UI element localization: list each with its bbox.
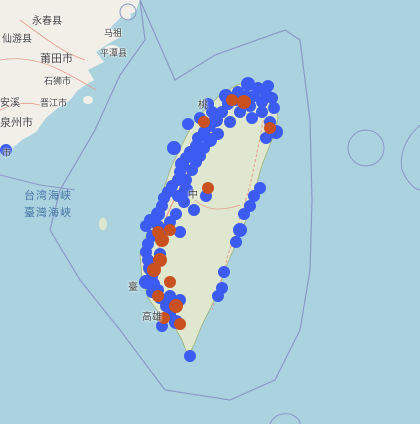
sea-label-strait-simplified: 台湾海峡 — [24, 189, 72, 202]
map-marker-blue[interactable] — [184, 350, 196, 362]
map-marker-orange[interactable] — [153, 253, 167, 267]
map-marker-blue[interactable] — [224, 116, 236, 128]
map-marker-orange[interactable] — [226, 94, 238, 106]
road — [211, 109, 266, 311]
label-xiamen: 市 — [2, 149, 12, 159]
map-marker-blue[interactable] — [182, 118, 194, 130]
map-marker-blue[interactable] — [140, 220, 152, 232]
label-putian: 莆田市 — [40, 52, 73, 65]
label-taoyuan: 桃 — [198, 100, 208, 111]
map-marker-blue[interactable] — [266, 92, 278, 104]
boundary-ring-small — [119, 3, 137, 21]
boundary-south — [269, 413, 301, 424]
map-marker-blue[interactable] — [167, 141, 181, 155]
map-marker-blue[interactable] — [212, 128, 224, 140]
map-marker-blue[interactable] — [212, 290, 224, 302]
map-marker-blue[interactable] — [248, 190, 260, 202]
label-tainan: 臺 — [128, 282, 138, 293]
map-marker-blue[interactable] — [0, 144, 12, 156]
label-xianyou: 仙游县 — [2, 34, 32, 45]
road — [194, 199, 241, 210]
label-anxi: 安溪 — [0, 98, 20, 109]
map-marker-orange[interactable] — [264, 122, 276, 134]
map-marker-blue[interactable] — [230, 236, 242, 248]
map-marker-orange[interactable] — [152, 290, 164, 302]
label-kaohsiung: 高雄 — [142, 312, 162, 323]
boundary-ring — [347, 129, 385, 167]
penghu-island — [99, 218, 107, 230]
map-marker-orange[interactable] — [158, 312, 170, 324]
map-marker-blue[interactable] — [202, 98, 214, 110]
map-marker-blue[interactable] — [234, 106, 246, 118]
map-marker-blue[interactable] — [178, 196, 190, 208]
map-marker-blue[interactable] — [256, 106, 268, 118]
road — [19, 19, 86, 61]
taiwan-island — [139, 81, 279, 357]
map-marker-orange[interactable] — [198, 116, 210, 128]
map-marker-orange[interactable] — [164, 276, 176, 288]
maritime-boundary — [49, 0, 313, 401]
label-shishi: 石狮市 — [44, 77, 72, 87]
map-marker-blue[interactable] — [260, 132, 272, 144]
map-marker-blue[interactable] — [248, 90, 260, 102]
map-marker-blue[interactable] — [139, 275, 153, 289]
map-marker-blue[interactable] — [174, 226, 186, 238]
maritime-boundary-west — [0, 174, 76, 191]
sea-label-strait-traditional: 臺灣海峽 — [24, 206, 72, 219]
road — [0, 58, 97, 91]
label-jinjiang: 晋江市 — [40, 99, 68, 109]
map-marker-orange[interactable] — [169, 299, 183, 313]
map-marker-orange[interactable] — [237, 95, 251, 109]
island — [121, 12, 131, 20]
map-marker-blue[interactable] — [180, 174, 192, 186]
map-marker-blue[interactable] — [268, 102, 280, 114]
map-marker-orange[interactable] — [152, 226, 164, 238]
map-marker-blue[interactable] — [238, 208, 250, 220]
label-taichung: 中 — [188, 190, 198, 201]
mainland-land — [0, 0, 140, 152]
label-pingtan: 平潭县 — [100, 49, 128, 59]
map-marker-orange[interactable] — [174, 318, 186, 330]
label-quanzhou: 泉州市 — [0, 116, 33, 129]
map-marker-blue[interactable] — [218, 266, 230, 278]
map-marker-blue[interactable] — [262, 80, 274, 92]
label-mazu: 马祖 — [104, 29, 123, 39]
map-marker-orange[interactable] — [164, 224, 176, 236]
map-marker-blue[interactable] — [188, 204, 200, 216]
map-marker-blue[interactable] — [164, 290, 176, 302]
boundary-ring-east — [400, 124, 420, 191]
map-marker-blue[interactable] — [241, 77, 255, 91]
map-marker-orange[interactable] — [202, 182, 214, 194]
island — [104, 45, 120, 55]
label-yongchun: 永春县 — [32, 16, 62, 27]
map-marker-blue[interactable] — [246, 112, 258, 124]
island — [83, 96, 93, 104]
road — [0, 102, 41, 111]
marker-layer — [0, 77, 283, 362]
map-marker-blue[interactable] — [233, 223, 247, 237]
